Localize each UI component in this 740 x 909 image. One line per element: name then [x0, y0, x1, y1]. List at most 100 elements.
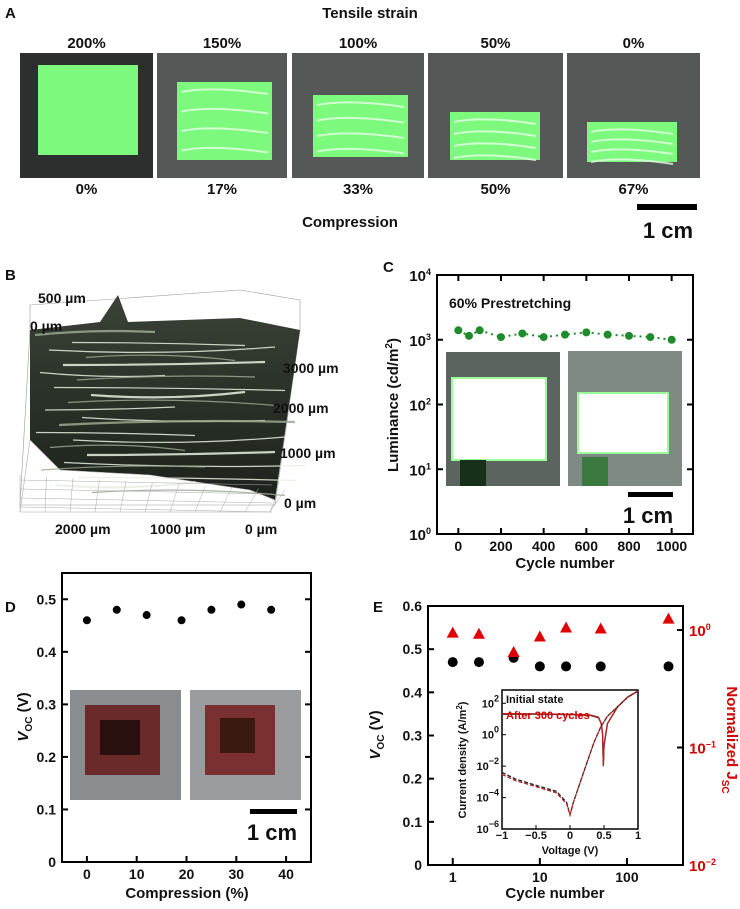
grid-line: [194, 485, 206, 513]
scale-bar-label: 1 cm: [623, 503, 673, 528]
wrinkle: [180, 107, 269, 115]
surface-streak: [62, 360, 266, 367]
y-tick-label: 104: [409, 267, 431, 285]
jsc-point: [507, 645, 520, 657]
panel-letter: B: [5, 267, 16, 284]
luminance-point: [497, 333, 505, 342]
jv-curve: [501, 690, 639, 818]
strain-label: 0%: [623, 35, 645, 52]
compression-label: 0%: [76, 181, 98, 198]
emission-area: [38, 65, 138, 155]
surface-streak: [67, 399, 276, 407]
grid-line: [94, 479, 100, 513]
surface-streak: [77, 476, 296, 482]
wrinkle: [180, 127, 269, 134]
surface-streak: [34, 329, 156, 337]
z-axis-label: 500 µm: [38, 290, 86, 306]
inset-y-tick-label: 10−2: [476, 756, 499, 773]
tick-exponent: 1: [426, 461, 431, 471]
y-axis-label: 3000 µm: [283, 360, 339, 376]
legend-initial-state: Initial state: [506, 694, 563, 706]
inset-x-tick-label: 0: [567, 830, 573, 842]
x-tick-label: 200: [489, 538, 513, 554]
inset-x-tick-label: −1: [496, 830, 509, 842]
y-tick-label: 0.3: [403, 728, 423, 744]
tick-base: 10: [409, 333, 426, 350]
voc-point: [267, 605, 276, 614]
voc-point: [207, 605, 216, 614]
x-tick-label: 20: [179, 866, 195, 882]
x-tick-label: 0: [454, 538, 462, 554]
wrinkle: [180, 88, 269, 95]
voc-point: [82, 616, 91, 625]
compression-label: 17%: [207, 181, 237, 198]
scale-bar-label: 1 cm: [247, 820, 297, 845]
y-tick-label: 101: [409, 461, 431, 479]
y-tick-label: 0: [48, 854, 56, 870]
jsc-point: [560, 621, 573, 633]
luminance-point: [646, 333, 655, 342]
luminance-point: [465, 331, 473, 340]
inset-x-tick-label: 1: [635, 830, 641, 842]
wrinkle: [316, 132, 405, 139]
tick-exponent: 2: [426, 397, 431, 407]
y-tick-label: 102: [409, 397, 431, 415]
luminance-point: [475, 326, 484, 335]
tick-base: 10: [409, 462, 426, 479]
panel-letter: E: [373, 599, 383, 616]
y-tick-label: 0.2: [37, 749, 57, 765]
surface-streak: [86, 450, 276, 457]
luminance-point: [667, 335, 676, 344]
inset-x-tick-label: −0.5: [525, 830, 547, 842]
wrinkle: [453, 142, 537, 149]
y-axis-title: VOC (V): [15, 692, 35, 741]
y-axis-label: 1000 µm: [280, 445, 336, 461]
y-tick-label: 103: [409, 332, 431, 350]
voc-point: [447, 657, 458, 668]
luminance-point: [454, 326, 463, 335]
tick-base: 10: [482, 698, 494, 710]
inset-x-tick-label: 0.5: [596, 830, 611, 842]
voc-point: [595, 661, 606, 672]
surface-streak: [58, 419, 296, 427]
voc-point: [177, 616, 186, 625]
tick-exponent: −4: [489, 788, 499, 798]
grid-line: [119, 480, 127, 513]
y-tick-label: 0.4: [403, 684, 423, 700]
tick-base: 10: [689, 740, 706, 757]
y2-tick-label: 100: [689, 622, 711, 640]
inset-y-tick-label: 100: [482, 725, 499, 742]
x-axis-title: Cycle number: [515, 555, 614, 572]
x-axis-label: 2000 µm: [55, 521, 111, 537]
luminance-point: [603, 330, 612, 339]
surface-streak: [90, 390, 246, 399]
emission-area: [177, 82, 272, 160]
voc-point: [237, 600, 246, 609]
luminance-point: [561, 330, 569, 339]
x-tick-label: 100: [615, 869, 639, 885]
voc-point: [112, 605, 121, 614]
tick-exponent: 4: [426, 267, 431, 277]
scale-bar: [628, 492, 673, 497]
tick-base: 10: [476, 824, 488, 836]
wrinkle: [180, 146, 269, 154]
y-tick-label: 0.3: [37, 696, 57, 712]
x-tick-label: 30: [229, 866, 245, 882]
jsc-point: [533, 630, 546, 642]
compression-title: Compression: [302, 214, 398, 231]
wrinkle: [453, 118, 537, 125]
y-tick-label: 0.6: [403, 598, 423, 614]
inset-y-tick-label: 102: [482, 693, 499, 710]
wrinkle: [453, 154, 537, 161]
panel-letter: C: [383, 259, 394, 276]
surface-streak: [40, 465, 206, 471]
scale-bar: [250, 809, 297, 814]
y-tick-label: 0.2: [403, 771, 423, 787]
surface-streak: [35, 431, 196, 437]
x-tick-label: 1000: [656, 538, 687, 554]
luminance-point: [582, 328, 591, 337]
jsc-point: [446, 626, 459, 638]
grid-line: [144, 482, 153, 513]
y-tick-label: 0.1: [37, 801, 57, 817]
grid-line: [19, 488, 273, 495]
